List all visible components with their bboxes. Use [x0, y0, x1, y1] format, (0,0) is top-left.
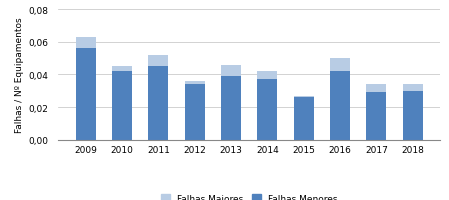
- Bar: [112, 72, 132, 140]
- Bar: [76, 49, 96, 140]
- Bar: [221, 77, 241, 140]
- Bar: [366, 85, 386, 93]
- Bar: [148, 67, 168, 140]
- Bar: [330, 72, 350, 140]
- Bar: [221, 65, 241, 77]
- Bar: [185, 85, 205, 140]
- Bar: [257, 72, 277, 80]
- Legend: Falhas Maiores, Falhas Menores: Falhas Maiores, Falhas Menores: [161, 194, 338, 200]
- Bar: [403, 85, 423, 91]
- Bar: [112, 67, 132, 72]
- Bar: [366, 93, 386, 140]
- Bar: [76, 38, 96, 49]
- Bar: [185, 82, 205, 85]
- Y-axis label: Falhas / Nº Equipamentos: Falhas / Nº Equipamentos: [15, 17, 25, 133]
- Bar: [403, 91, 423, 140]
- Bar: [294, 98, 314, 140]
- Bar: [294, 96, 314, 98]
- Bar: [257, 80, 277, 140]
- Bar: [148, 56, 168, 67]
- Bar: [330, 59, 350, 72]
